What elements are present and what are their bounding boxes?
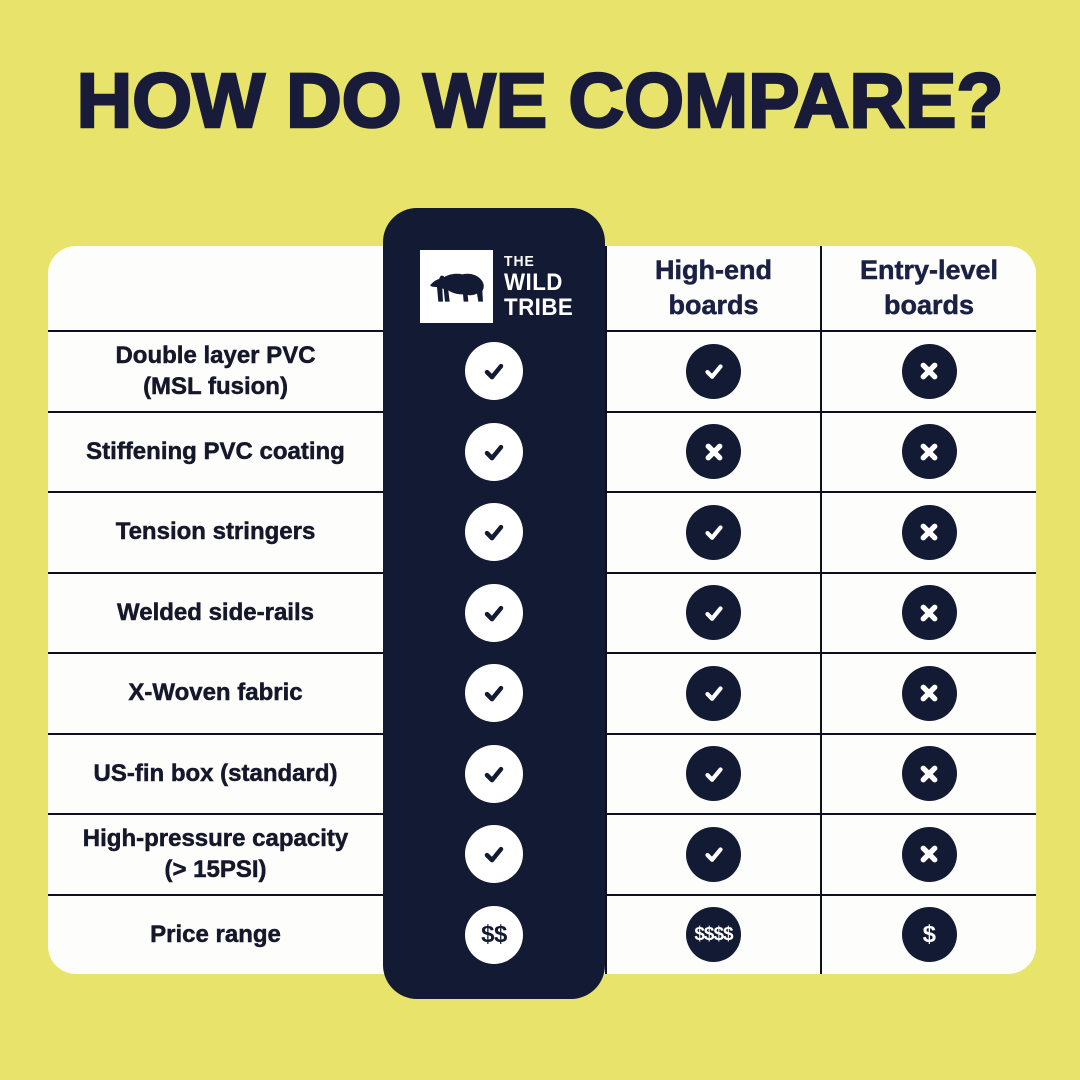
cross-icon bbox=[901, 746, 957, 802]
brand-word-tribe: TRIBE bbox=[504, 294, 574, 321]
cell-entry-level bbox=[820, 330, 1036, 411]
page-title: HOW DO WE COMPARE? bbox=[75, 57, 1004, 146]
brand-word-the: THE bbox=[504, 253, 535, 270]
check-icon bbox=[686, 826, 741, 882]
cell-entry-level bbox=[820, 652, 1036, 733]
table-row-feature: High-pressure capacity (> 15PSI) bbox=[48, 813, 383, 894]
feature-label: Double layer PVC (MSL fusion) bbox=[115, 341, 316, 401]
table-row-feature: Tension stringers bbox=[48, 491, 383, 572]
price-badge: $$ bbox=[465, 905, 523, 964]
check-icon bbox=[686, 504, 741, 560]
cell-entry-level bbox=[820, 813, 1036, 894]
cell-entry-level bbox=[820, 410, 1036, 491]
table-row-feature: Double layer PVC (MSL fusion) bbox=[48, 330, 383, 411]
cross-icon bbox=[901, 343, 957, 399]
feature-label: X-Woven fabric bbox=[128, 679, 303, 707]
feature-label: US-fin box (standard) bbox=[93, 759, 338, 787]
table-row-feature: Welded side-rails bbox=[48, 571, 383, 653]
cell-wild-tribe bbox=[383, 410, 605, 492]
check-icon bbox=[465, 503, 523, 562]
cell-high-end bbox=[605, 732, 820, 813]
feature-label: Welded side-rails bbox=[117, 598, 314, 626]
brand-logo-text: THE WILD TRIBE bbox=[504, 253, 573, 320]
cell-high-end bbox=[605, 813, 820, 894]
feature-label: Price range bbox=[150, 920, 281, 948]
check-icon bbox=[465, 825, 523, 884]
column-header-label: Entry-level boards bbox=[859, 255, 999, 320]
cross-icon bbox=[901, 665, 957, 721]
check-icon bbox=[686, 343, 741, 399]
table-row-feature: X-Woven fabric bbox=[48, 652, 383, 733]
cross-icon bbox=[901, 424, 957, 480]
cell-high-end bbox=[605, 410, 820, 491]
column-header-entry-level: Entry-level boards bbox=[820, 246, 1036, 330]
table-row-feature: Price range bbox=[48, 893, 383, 975]
bear-icon bbox=[420, 250, 493, 323]
check-icon bbox=[465, 422, 523, 481]
price-badge: $ bbox=[901, 907, 957, 963]
cross-icon bbox=[901, 504, 957, 560]
check-icon bbox=[686, 665, 741, 721]
cell-high-end: $$$$ bbox=[605, 893, 820, 974]
cell-high-end bbox=[605, 491, 820, 572]
cell-high-end bbox=[605, 652, 820, 733]
cross-icon bbox=[901, 585, 957, 641]
cell-high-end bbox=[605, 571, 820, 652]
cell-entry-level bbox=[820, 732, 1036, 813]
feature-label: Tension stringers bbox=[115, 518, 316, 546]
check-icon bbox=[686, 746, 741, 802]
cross-icon bbox=[901, 826, 957, 882]
cross-icon bbox=[686, 424, 741, 480]
column-header-label: High-end boards bbox=[655, 255, 772, 320]
table-row-feature: US-fin box (standard) bbox=[48, 732, 383, 814]
check-icon bbox=[465, 664, 523, 723]
feature-label: Stiffening PVC coating bbox=[86, 437, 345, 465]
check-icon bbox=[465, 342, 523, 401]
table-row-feature: Stiffening PVC coating bbox=[48, 410, 383, 492]
cell-entry-level bbox=[820, 491, 1036, 572]
cell-entry-level: $ bbox=[820, 893, 1036, 974]
brand-word-wild: WILD bbox=[504, 269, 563, 296]
cell-high-end bbox=[605, 330, 820, 411]
feature-column-header bbox=[48, 246, 383, 330]
check-icon bbox=[465, 744, 523, 803]
brand-logo: THE WILD TRIBE bbox=[420, 250, 579, 323]
check-icon bbox=[465, 583, 523, 642]
feature-label: High-pressure capacity (> 15PSI) bbox=[82, 824, 349, 884]
column-header-high-end: High-end boards bbox=[605, 246, 820, 330]
cell-entry-level bbox=[820, 571, 1036, 652]
price-badge: $$$$ bbox=[686, 907, 741, 963]
check-icon bbox=[686, 585, 741, 641]
